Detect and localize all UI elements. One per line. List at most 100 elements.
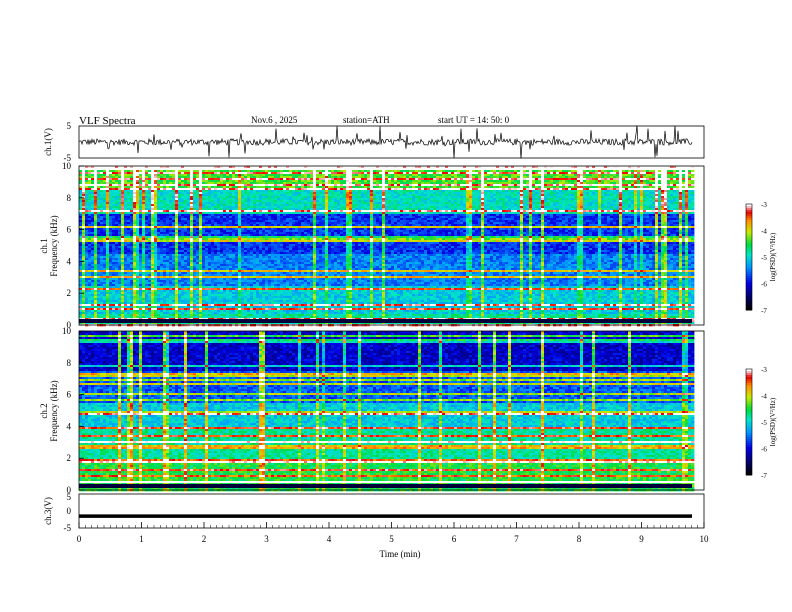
spectrogram-cell [505, 182, 509, 185]
spectrogram-cell [664, 172, 668, 175]
spectrogram-cell [109, 176, 113, 179]
spectrogram-cell [283, 186, 287, 189]
spectrogram-cell [514, 184, 518, 187]
spectrogram-cell [85, 174, 89, 177]
spectrogram-cell [361, 182, 365, 185]
spectrogram-cell [415, 176, 419, 179]
spectrogram-cell [526, 180, 530, 183]
spectrogram-cell [322, 176, 326, 179]
spectrogram-cell [412, 166, 416, 169]
spectrogram-cell [220, 174, 224, 177]
spectrogram-cell [613, 178, 617, 181]
spectrogram-cell [331, 166, 335, 169]
spectrogram-cell [214, 168, 218, 171]
spectrogram-cell [535, 168, 539, 171]
spectrogram-cell [190, 172, 194, 175]
spectrogram-cell [238, 184, 242, 187]
spectrogram-cell [550, 172, 554, 175]
spectrogram-cell [478, 166, 482, 169]
spectrogram-cell [427, 166, 431, 169]
spectrogram-cell [214, 182, 218, 185]
spectrogram-cell [187, 174, 191, 177]
spectrogram-cell [97, 166, 101, 169]
spectrogram-cell [112, 182, 116, 185]
spectrogram-cell [226, 178, 230, 181]
spectrogram-cell [100, 172, 104, 175]
spectrogram-cell [91, 182, 95, 185]
spectrogram-cell [97, 178, 101, 181]
spectrogram-cell [535, 180, 539, 183]
spectrogram-cell [451, 176, 455, 179]
spectrogram-cell [595, 178, 599, 181]
spectrogram-cell [373, 180, 377, 183]
spectrogram-cell [382, 176, 386, 179]
spectrogram-cell [211, 170, 215, 173]
spectrogram-cell [412, 180, 416, 183]
spectrogram-cell [100, 186, 104, 189]
spectrogram-cell [355, 172, 359, 175]
spectrogram-cell [574, 168, 578, 171]
spectrogram-cell [109, 170, 113, 173]
spectrogram-cell [583, 178, 587, 181]
spectrogram-cell [481, 186, 485, 189]
spectrogram-cell [556, 184, 560, 187]
spectrogram-cell [151, 178, 155, 181]
spectrogram-cell [247, 178, 251, 181]
spectrogram-cell [277, 174, 281, 177]
spectrogram-cell [502, 182, 506, 185]
spectrogram-cell [187, 166, 191, 169]
spectrogram-cell [610, 172, 614, 175]
spectrogram-cell [613, 174, 617, 177]
spectrogram-cell [583, 176, 587, 179]
spectrogram-cell [196, 170, 200, 173]
spectrogram-cell [571, 180, 575, 183]
spectrogram-cell [94, 182, 98, 185]
spectrogram-cell [553, 178, 557, 181]
spectrogram-cell [349, 178, 353, 181]
spectrogram-cell [88, 186, 92, 189]
spectrogram-cell [100, 176, 104, 179]
spectrogram-cell [493, 174, 497, 177]
spectrogram-cell [232, 166, 236, 169]
spectrogram-cell [496, 180, 500, 183]
spectrogram-cell [514, 174, 518, 177]
spectrogram-cell [112, 180, 116, 183]
spectrogram-cell [133, 184, 137, 187]
spectrogram-cell [307, 174, 311, 177]
spectrogram-cell [223, 182, 227, 185]
spectrogram-cell [427, 186, 431, 189]
spectrogram-cell [199, 180, 203, 183]
spectrogram-cell [631, 180, 635, 183]
spectrogram-cell [397, 182, 401, 185]
spectrogram-cell [442, 172, 446, 175]
spectrogram-cell [307, 176, 311, 179]
spectrogram-cell [295, 166, 299, 169]
spectrogram-cell [412, 174, 416, 177]
spectrogram-cell [211, 178, 215, 181]
spectrogram-cell [238, 172, 242, 175]
spectrogram-cell [283, 168, 287, 171]
spectrogram-cell [367, 172, 371, 175]
spectrogram-cell [490, 166, 494, 169]
spectrogram-cell [418, 172, 422, 175]
spectrogram-cell [181, 178, 185, 181]
spectrogram-cell [115, 168, 119, 171]
spectrogram-cell [592, 172, 596, 175]
spectrogram-cell [664, 168, 668, 171]
spectrogram-cell [85, 182, 89, 185]
spectrogram-cell [343, 172, 347, 175]
spectrogram-cell [634, 172, 638, 175]
spectrogram-cell [496, 172, 500, 175]
spectrogram-cell [349, 172, 353, 175]
spectrogram-cell [337, 176, 341, 179]
spectrogram-cell [613, 168, 617, 171]
spectrogram-cell [349, 166, 353, 169]
spectrogram-cell [637, 178, 641, 181]
spectrogram-cell [79, 184, 83, 187]
spectrogram-cell [433, 186, 437, 189]
spectrogram-cell [280, 170, 284, 173]
spectrogram-cell [598, 174, 602, 177]
spectrogram-cell [646, 184, 650, 187]
spectrogram-cell [349, 168, 353, 171]
spectrogram-cell [250, 176, 254, 179]
